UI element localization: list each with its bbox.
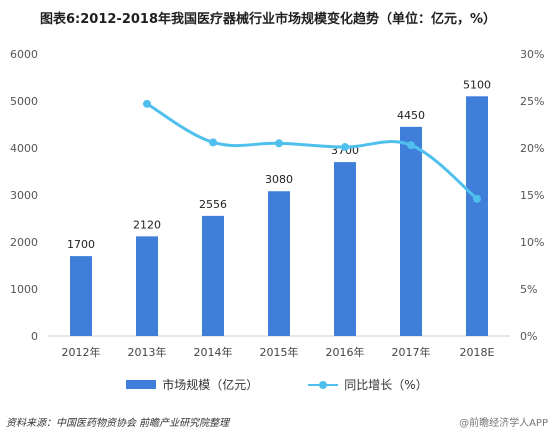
bar — [70, 256, 92, 336]
y-left-tick-label: 6000 — [10, 48, 38, 61]
y-left-tick-label: 3000 — [10, 189, 38, 202]
legend: 市场规模（亿元） 同比增长（%） — [0, 376, 554, 393]
bar — [136, 236, 158, 336]
growth-line — [145, 102, 479, 201]
growth-point — [407, 141, 415, 150]
legend-bar-swatch — [126, 380, 157, 389]
x-tick-label: 2012年 — [62, 345, 101, 359]
legend-bar-label: 市场规模（亿元） — [162, 378, 259, 392]
y-right-tick-label: 5% — [520, 283, 537, 296]
y-left-tick-label: 1000 — [10, 283, 38, 296]
watermark: @前瞻经济学人APP — [459, 418, 548, 429]
y-right-tick-label: 30% — [520, 48, 544, 61]
y-left-tick-label: 5000 — [10, 95, 38, 108]
x-tick-label: 2017年 — [392, 345, 431, 359]
legend-item-line: 同比增长（%） — [308, 376, 428, 393]
bar-data-label: 3080 — [265, 173, 293, 186]
x-tick-label: 2015年 — [260, 345, 299, 359]
bar — [400, 126, 422, 336]
growth-point — [209, 138, 217, 147]
bar — [202, 215, 224, 336]
source-note: 资料来源：中国医药物资协会 前瞻产业研究院整理 — [6, 418, 230, 429]
bar-data-label: 5100 — [463, 78, 491, 91]
growth-point — [275, 139, 283, 148]
chart-title: 图表6:2012-2018年我国医疗器械行业市场规模变化趋势（单位：亿元，%） — [40, 12, 497, 27]
bar — [268, 191, 290, 336]
growth-point — [341, 143, 349, 152]
legend-line-label: 同比增长（%） — [344, 378, 428, 392]
y-right-tick-label: 15% — [520, 189, 544, 202]
growth-point — [473, 194, 481, 203]
x-tick-label: 2018E — [460, 346, 495, 359]
bar — [466, 96, 488, 336]
bar-data-label: 2556 — [199, 198, 227, 211]
legend-line-swatch — [308, 379, 339, 391]
bar-data-label: 4450 — [397, 109, 425, 122]
y-right-tick-label: 0% — [520, 330, 537, 343]
legend-item-bar: 市场规模（亿元） — [126, 376, 258, 393]
x-tick-label: 2014年 — [194, 345, 233, 359]
y-right-tick-label: 10% — [520, 236, 544, 249]
x-tick-label: 2013年 — [128, 345, 167, 359]
y-left-tick-label: 4000 — [10, 142, 38, 155]
y-right-tick-label: 20% — [520, 142, 544, 155]
growth-point — [143, 99, 151, 108]
bar-data-label: 2120 — [133, 218, 161, 231]
y-right-tick-label: 25% — [520, 95, 544, 108]
x-tick-label: 2016年 — [326, 345, 365, 359]
bar — [334, 162, 356, 336]
y-left-tick-label: 2000 — [10, 236, 38, 249]
y-left-tick-label: 0 — [31, 330, 38, 343]
combo-chart: 0 1000 2000 3000 4000 5000 6000 0% 5% 10% 15% 20% 25… — [10, 48, 544, 359]
bar-data-label: 1700 — [67, 238, 95, 251]
